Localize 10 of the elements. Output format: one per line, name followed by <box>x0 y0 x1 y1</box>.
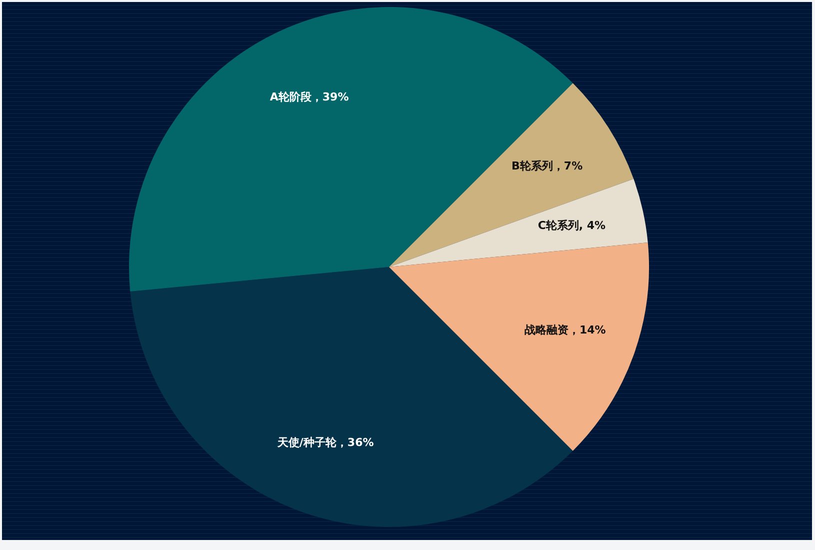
slice-label: 天使/种子轮 <box>276 436 338 449</box>
slice-label: C轮系列 <box>538 219 579 232</box>
data-label: ，14% <box>568 323 606 336</box>
slice-label: 战略融资 <box>524 323 568 336</box>
data-label: ，7% <box>552 160 583 173</box>
slice-label: A轮阶段 <box>270 90 312 104</box>
data-label: ，39% <box>311 90 349 104</box>
data-label: , 4% <box>578 219 606 232</box>
slice-label: B轮系列 <box>512 160 553 173</box>
data-label: ，36% <box>336 436 374 449</box>
